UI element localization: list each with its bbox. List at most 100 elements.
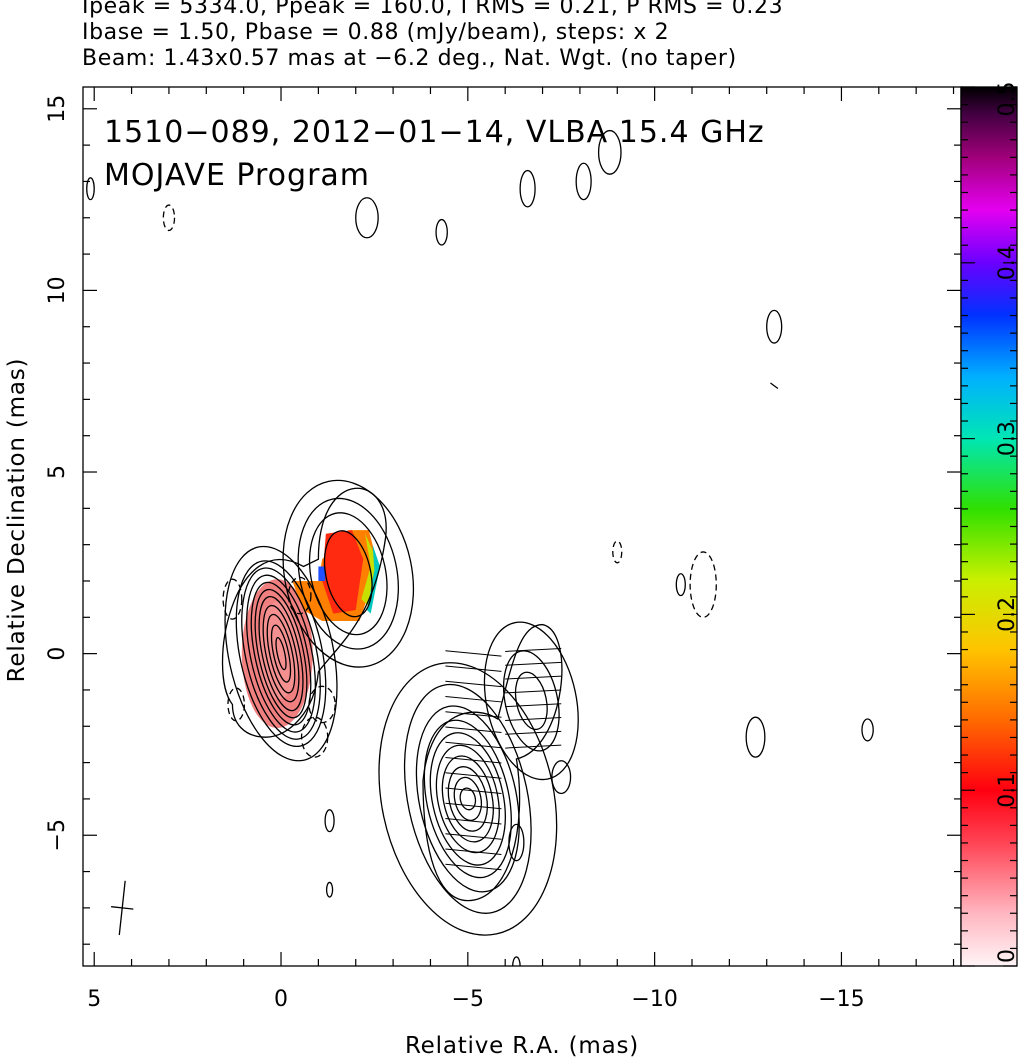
polarization-vector: [505, 744, 562, 749]
plot-frame: [82, 86, 962, 967]
polarization-vector: [505, 661, 562, 666]
contour-level: [415, 705, 520, 893]
polarization-vector: [505, 675, 562, 680]
y-tick-label: 10: [45, 276, 70, 304]
contour-level: [308, 512, 388, 636]
header-base-values: Ibase = 1.50, Pbase = 0.88 (mJy/beam), s…: [82, 20, 670, 45]
contour-level: [483, 621, 579, 781]
polarization-vector: [505, 703, 562, 708]
negative-contour-island: [689, 551, 717, 618]
x-tick-label: 5: [87, 987, 101, 1012]
contour-level: [441, 755, 494, 843]
y-tick-label: 0: [45, 647, 70, 661]
polarization-vector: [445, 848, 502, 855]
polarization-vector: [505, 689, 562, 694]
negative-contour-island: [300, 716, 329, 758]
contour-level: [297, 497, 400, 650]
contour-level: [447, 766, 488, 832]
polarization-vector: [505, 648, 562, 652]
colorbar-tick-label: 0: [995, 949, 1020, 963]
contour-island: [62, 848, 81, 888]
polarization-vector: [505, 717, 562, 721]
negative-contour-island: [162, 204, 176, 232]
contour-island: [861, 718, 874, 742]
x-tick-label: −5: [452, 987, 484, 1012]
colorbar-tick-label: 0.5: [995, 82, 1020, 117]
contour-level: [235, 560, 327, 748]
contour-island: [745, 716, 766, 758]
contour-level: [453, 776, 483, 822]
polarization-vector: [445, 787, 502, 794]
polarization-vector: [445, 665, 502, 672]
core-polarization-inner: [258, 600, 300, 700]
jet-polarization-red: [322, 530, 364, 614]
contour-level: [250, 581, 312, 726]
polarization-vector: [445, 833, 502, 840]
contour-level: [429, 732, 506, 866]
colorbar: [960, 86, 1018, 967]
polarization-vector: [445, 772, 502, 779]
polarization-vector: [445, 680, 502, 688]
contour-level: [246, 574, 316, 733]
contour-level: [378, 662, 558, 936]
contour-level: [270, 624, 292, 683]
contour-island: [519, 169, 536, 208]
contour-level: [275, 636, 287, 671]
polarization-vector: [505, 730, 562, 735]
polarization-vector: [445, 757, 502, 764]
polarization-vector: [445, 711, 502, 718]
contour-island: [508, 823, 525, 862]
contour-island: [551, 760, 572, 795]
contour-level: [254, 588, 308, 719]
southern-feature-contours: [378, 662, 558, 936]
header-beam-info: Beam: 1.43x0.57 mas at −6.2 deg., Nat. W…: [82, 46, 737, 71]
contour-level: [224, 545, 338, 762]
jet-polarization-blue-spot: [318, 566, 326, 581]
y-tick-label: −5: [45, 819, 70, 851]
contour-island: [575, 162, 592, 201]
contour-level: [459, 787, 477, 811]
outer-envelope-contour: [221, 487, 387, 738]
core-contours: [224, 545, 338, 762]
negative-contour-island: [222, 578, 243, 620]
polarization-vector: [445, 802, 502, 810]
chart-subtitle: MOJAVE Program: [104, 158, 370, 193]
contour-island: [675, 573, 686, 597]
polarization-vector: [445, 695, 502, 703]
polarization-vector: [445, 741, 502, 749]
contour-island: [325, 881, 334, 898]
polarization-vectors: [445, 648, 562, 871]
negative-contour-island: [227, 687, 246, 722]
y-tick-label: 15: [45, 95, 70, 123]
colorbar-tick-label: 0.2: [995, 597, 1020, 632]
contour-island: [435, 218, 448, 246]
contour-island: [324, 809, 335, 833]
colorbar-tick-label: 0.1: [995, 773, 1020, 808]
contour-level: [323, 530, 373, 618]
polarization-vector: [445, 863, 502, 871]
polarization-vector: [445, 650, 502, 657]
x-tick-label: 0: [274, 987, 288, 1012]
negative-contour-island: [287, 576, 312, 615]
contour-level: [282, 479, 415, 668]
beam-minor-axis: [111, 906, 134, 910]
southern-envelope-contour: [422, 623, 563, 902]
contour-island: [766, 309, 783, 344]
y-tick-label: 5: [45, 465, 70, 479]
polarization-vector: [445, 818, 502, 825]
negative-contour-island: [612, 540, 623, 564]
negative-contour-island: [308, 685, 336, 724]
header-peak-values: Ipeak = 5334.0, Ppeak = 160.0, I RMS = 0…: [82, 0, 784, 19]
contour-level: [266, 613, 296, 694]
polarization-vector: [445, 726, 502, 733]
contour-level: [423, 719, 512, 879]
contour-island: [512, 956, 521, 966]
x-axis-label: Relative R.A. (mas): [405, 1033, 639, 1059]
contour-island: [355, 197, 379, 239]
contour-island: [86, 177, 95, 201]
jet-knot-contours: [282, 479, 415, 668]
contour-level: [262, 604, 300, 703]
x-tick-label: −15: [818, 987, 864, 1012]
colorbar-tick-label: 0.4: [995, 245, 1020, 280]
